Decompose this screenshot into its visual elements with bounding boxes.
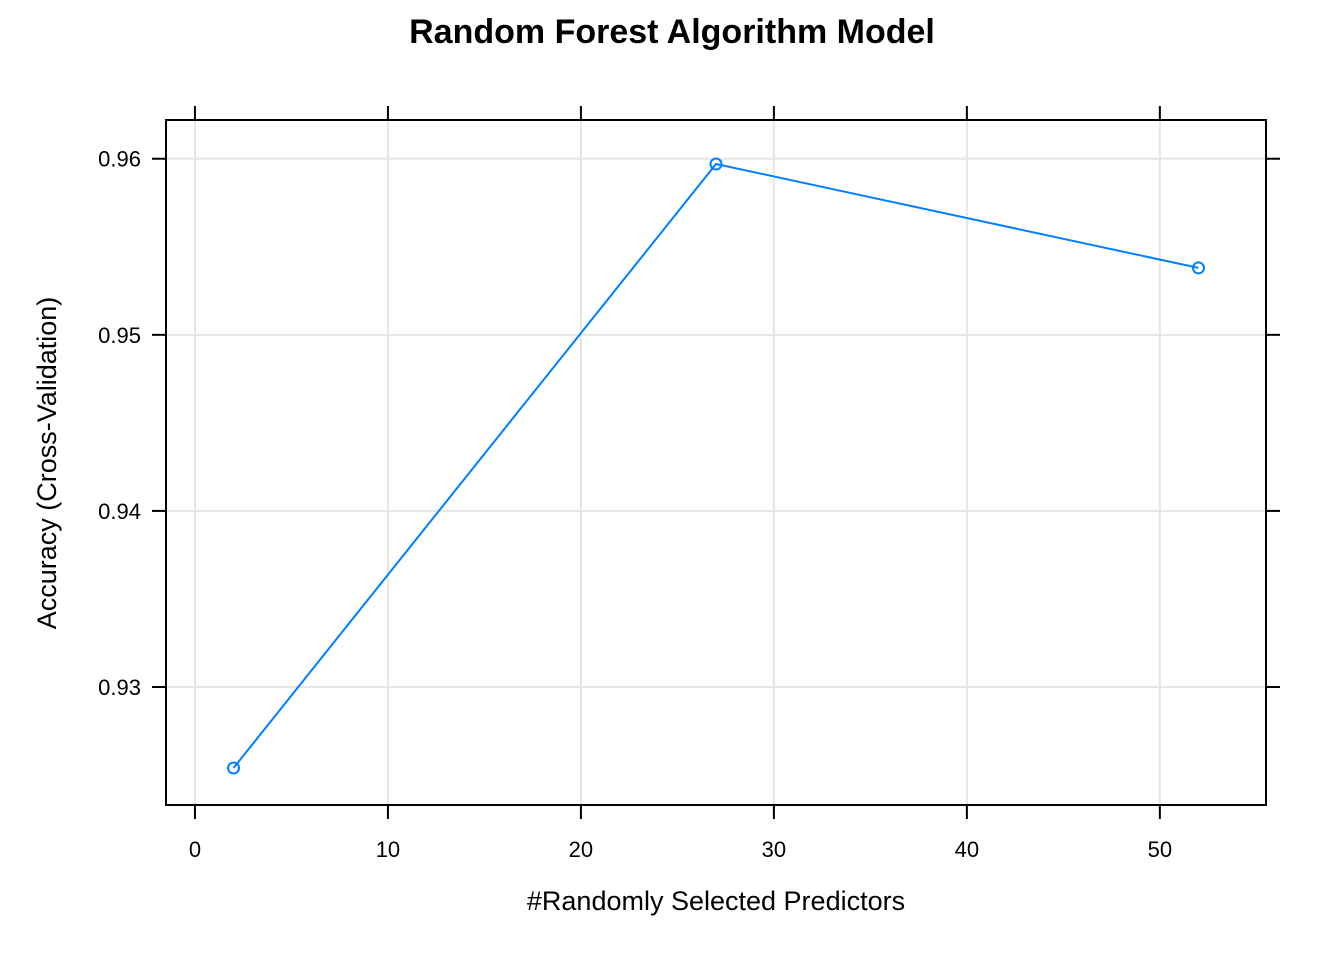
x-tick-label: 40 bbox=[955, 837, 979, 862]
x-tick-label: 20 bbox=[569, 837, 593, 862]
data-point bbox=[227, 761, 241, 775]
y-tick-label: 0.93 bbox=[98, 675, 141, 700]
x-tick-label: 0 bbox=[189, 837, 201, 862]
data-point bbox=[709, 157, 723, 171]
axis-ticks: 0 10 20 30 40 50 0.93 0.94 0.95 0.96 bbox=[98, 106, 1280, 862]
data-point bbox=[1191, 261, 1205, 275]
x-axis-label: #Randomly Selected Predictors bbox=[527, 886, 905, 916]
y-tick-label: 0.94 bbox=[98, 499, 141, 524]
chart-title: Random Forest Algorithm Model bbox=[409, 13, 935, 51]
y-tick-label: 0.95 bbox=[98, 323, 141, 348]
x-tick-label: 50 bbox=[1148, 837, 1172, 862]
x-tick-label: 10 bbox=[376, 837, 400, 862]
plot-frame bbox=[165, 119, 1267, 806]
x-tick-label: 30 bbox=[762, 837, 786, 862]
series-line bbox=[232, 162, 1199, 769]
y-tick-label: 0.96 bbox=[98, 147, 141, 172]
series-layer bbox=[227, 157, 1205, 775]
y-axis-label: Accuracy (Cross-Validation) bbox=[32, 297, 62, 630]
grid bbox=[166, 120, 1266, 805]
